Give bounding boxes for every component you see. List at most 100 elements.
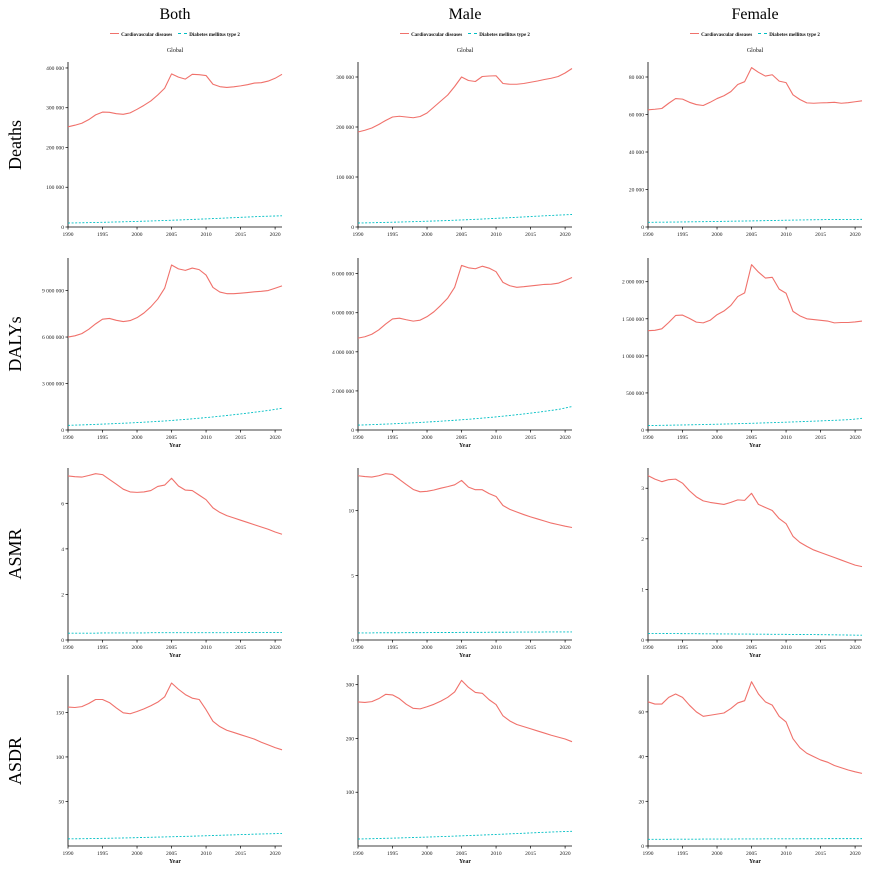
dashed-line-swatch-icon (468, 33, 478, 34)
y-tick-label: 300 (346, 683, 355, 689)
x-tick-label: 2010 (781, 645, 792, 651)
x-tick-label: 2010 (201, 435, 212, 441)
x-tick-label: 1990 (643, 232, 654, 238)
y-tick-label: 2 (641, 537, 644, 543)
series-line-cardiovascular (357, 68, 573, 133)
x-tick-label: 2015 (815, 645, 826, 651)
x-tick-label: 2015 (525, 232, 536, 238)
x-tick-label: 2010 (491, 435, 502, 441)
y-tick-label: 60 000 (629, 113, 644, 119)
x-tick-label: 1990 (353, 232, 364, 238)
y-tick-label: 150 (56, 710, 65, 716)
x-tick-label: 2000 (712, 851, 723, 857)
x-tick-label: 2020 (270, 232, 281, 238)
y-tick-label: 0 (61, 225, 64, 231)
x-tick-label: 1990 (643, 851, 654, 857)
x-tick-label: 1990 (63, 851, 74, 857)
x-tick-label: 2000 (712, 645, 723, 651)
x-tick-label: 2005 (166, 645, 177, 651)
y-tick-label: 6 000 000 (332, 311, 354, 317)
x-tick-label: 2000 (422, 645, 433, 651)
series-line-cardiovascular (647, 67, 863, 111)
x-tick-label: 1995 (97, 232, 108, 238)
x-tick-label: 1995 (677, 232, 688, 238)
series-line-cardiovascular (67, 682, 283, 751)
x-tick-label: 1995 (677, 645, 688, 651)
x-tick-label: 2015 (235, 435, 246, 441)
y-tick-label: 20 (639, 799, 645, 805)
x-tick-label: 2020 (560, 851, 571, 857)
series-line-diabetes (68, 632, 282, 634)
subplot-title: Global (746, 48, 764, 54)
legend-key: Diabetes mellitus type 2 (468, 33, 530, 38)
x-tick-label: 2020 (270, 435, 281, 441)
x-tick-label: 2010 (201, 232, 212, 238)
x-tick-label: 2020 (560, 645, 571, 651)
x-tick-label: 2005 (166, 435, 177, 441)
x-axis-title: Year (169, 859, 181, 865)
x-axis-title: Year (459, 443, 471, 449)
y-tick-label: 500 000 (626, 391, 644, 397)
y-tick-label: 5 (351, 573, 354, 579)
legend-label: Cardiovascular diseases (701, 33, 753, 38)
x-tick-label: 2010 (201, 645, 212, 651)
y-tick-label: 6 000 000 (42, 335, 64, 341)
y-tick-label: 80 000 (629, 75, 644, 81)
x-axis-title: Year (169, 653, 181, 659)
x-tick-label: 2005 (456, 645, 467, 651)
legend-key: Diabetes mellitus type 2 (178, 33, 240, 38)
legend: Cardiovascular diseases Diabetes mellitus… (339, 33, 591, 38)
y-tick-label: 2 000 000 (332, 389, 354, 395)
y-tick-label: 0 (61, 428, 64, 434)
x-tick-label: 1995 (677, 851, 688, 857)
column-header-both: Both (159, 6, 191, 23)
y-tick-label: 3 (641, 486, 644, 492)
x-tick-label: 1995 (677, 435, 688, 441)
x-tick-label: 2015 (525, 435, 536, 441)
x-tick-label: 1990 (63, 645, 74, 651)
series-line-diabetes (357, 830, 573, 840)
x-tick-label: 2010 (491, 851, 502, 857)
y-tick-label: 200 000 (46, 145, 64, 151)
x-tick-label: 2020 (850, 645, 861, 651)
x-axis-title: Year (749, 653, 761, 659)
x-tick-label: 1995 (387, 435, 398, 441)
series-line-cardiovascular (647, 475, 863, 568)
y-tick-label: 0 (641, 844, 644, 850)
y-tick-label: 8 000 000 (332, 272, 354, 278)
x-tick-label: 2015 (525, 645, 536, 651)
y-tick-label: 100 000 (46, 185, 64, 191)
chart-deaths-male: 0 100 000 200 000 300 000 1990 1995 2000 2005 20… (336, 62, 573, 238)
series-line-diabetes (357, 214, 573, 224)
x-tick-label: 2000 (132, 232, 143, 238)
series-line-diabetes (358, 631, 572, 634)
y-tick-label: 300 000 (336, 75, 354, 81)
legend-key: Diabetes mellitus type 2 (758, 33, 820, 38)
x-tick-label: 2015 (815, 232, 826, 238)
solid-line-swatch-icon (110, 33, 120, 34)
x-tick-label: 2000 (422, 851, 433, 857)
y-tick-label: 20 000 (629, 188, 644, 194)
x-axis-title: Year (749, 443, 761, 449)
x-tick-label: 1995 (387, 851, 398, 857)
chart-dalys-female: 0 500 000 1 000 000 1 500 000 2 000 000 1990 1… (622, 258, 863, 449)
y-tick-label: 0 (641, 638, 644, 644)
x-tick-label: 2015 (235, 232, 246, 238)
y-tick-label: 2 000 000 (622, 280, 644, 286)
x-tick-label: 2015 (235, 645, 246, 651)
y-tick-label: 1 000 000 (622, 354, 644, 360)
legend-label: Diabetes mellitus type 2 (189, 33, 240, 38)
y-tick-label: 3 000 000 (42, 382, 64, 388)
x-axis-title: Year (749, 859, 761, 865)
legend-key: Cardiovascular diseases (110, 33, 172, 38)
series-line-diabetes (357, 406, 573, 426)
series-line-diabetes (647, 417, 863, 426)
series-line-cardiovascular (647, 264, 863, 332)
series-line-cardiovascular (67, 473, 283, 535)
y-tick-label: 300 000 (46, 106, 64, 112)
y-tick-label: 60 (639, 710, 645, 716)
series-line-diabetes (67, 407, 283, 426)
row-label-dalys: DALYs (5, 316, 25, 372)
series-line-diabetes (67, 832, 283, 840)
